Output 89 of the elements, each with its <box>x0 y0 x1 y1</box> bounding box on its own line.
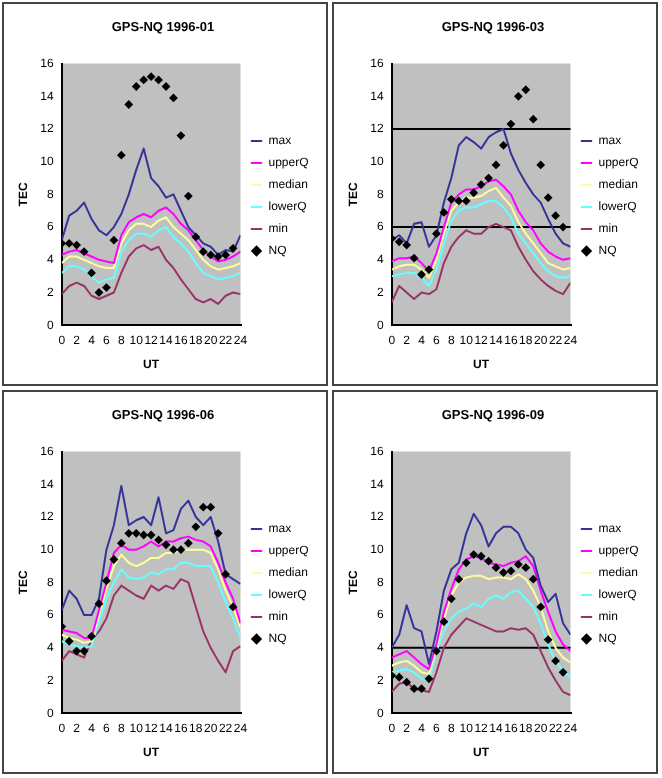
point <box>94 599 104 609</box>
point <box>409 684 419 694</box>
point <box>528 114 538 124</box>
point <box>499 140 508 150</box>
point <box>206 502 216 512</box>
point <box>109 555 119 564</box>
point <box>454 196 464 206</box>
point <box>139 75 149 85</box>
point <box>206 250 216 260</box>
point <box>213 252 223 261</box>
point <box>87 631 96 641</box>
point <box>154 535 163 545</box>
point <box>131 528 141 538</box>
point <box>558 667 568 677</box>
point <box>454 574 464 584</box>
point <box>499 568 508 577</box>
point <box>491 563 501 573</box>
point <box>131 82 141 91</box>
point <box>116 150 126 160</box>
point <box>558 222 568 232</box>
point <box>506 566 516 576</box>
point <box>439 617 449 627</box>
point <box>198 502 208 512</box>
point <box>469 188 479 198</box>
point <box>228 602 238 612</box>
point <box>491 160 501 170</box>
point <box>198 247 208 257</box>
point <box>432 229 441 239</box>
point <box>102 576 111 586</box>
point <box>506 119 516 129</box>
point <box>446 194 456 204</box>
point <box>513 560 523 569</box>
point <box>72 646 82 656</box>
point <box>424 265 434 275</box>
point <box>513 91 523 101</box>
point <box>446 594 456 604</box>
point <box>228 243 238 253</box>
point <box>87 268 96 278</box>
point <box>109 235 119 245</box>
point <box>469 550 479 560</box>
point <box>139 530 149 540</box>
point <box>176 131 186 140</box>
point <box>439 207 449 217</box>
point <box>521 563 531 573</box>
point <box>536 602 546 612</box>
point <box>409 253 419 263</box>
point <box>476 551 486 561</box>
point <box>124 100 134 109</box>
point <box>461 196 471 206</box>
point <box>169 545 178 555</box>
point <box>461 558 471 568</box>
point <box>394 237 404 247</box>
point <box>124 528 134 538</box>
point <box>79 646 89 656</box>
point <box>116 538 126 548</box>
point <box>79 247 89 257</box>
point <box>543 193 553 203</box>
point <box>394 672 404 682</box>
point <box>402 240 412 250</box>
point <box>221 569 230 579</box>
point <box>146 530 156 540</box>
point <box>183 191 193 201</box>
point <box>64 636 74 646</box>
point <box>221 250 230 260</box>
point <box>528 574 538 584</box>
point <box>543 635 553 645</box>
point <box>183 538 193 548</box>
point <box>432 646 441 656</box>
point <box>476 180 486 189</box>
point <box>213 528 223 538</box>
point <box>161 540 171 550</box>
point <box>64 239 74 248</box>
point <box>417 684 426 694</box>
point <box>402 677 412 687</box>
point <box>551 211 560 221</box>
point <box>521 85 531 95</box>
point <box>72 240 82 250</box>
point <box>146 72 156 82</box>
point <box>484 556 493 566</box>
point <box>154 75 163 85</box>
point <box>417 270 426 279</box>
point <box>551 656 560 666</box>
point <box>191 522 201 532</box>
point <box>169 93 178 103</box>
point <box>102 283 111 292</box>
point <box>536 160 546 170</box>
point <box>191 232 201 242</box>
point <box>176 545 186 555</box>
point <box>424 674 434 684</box>
